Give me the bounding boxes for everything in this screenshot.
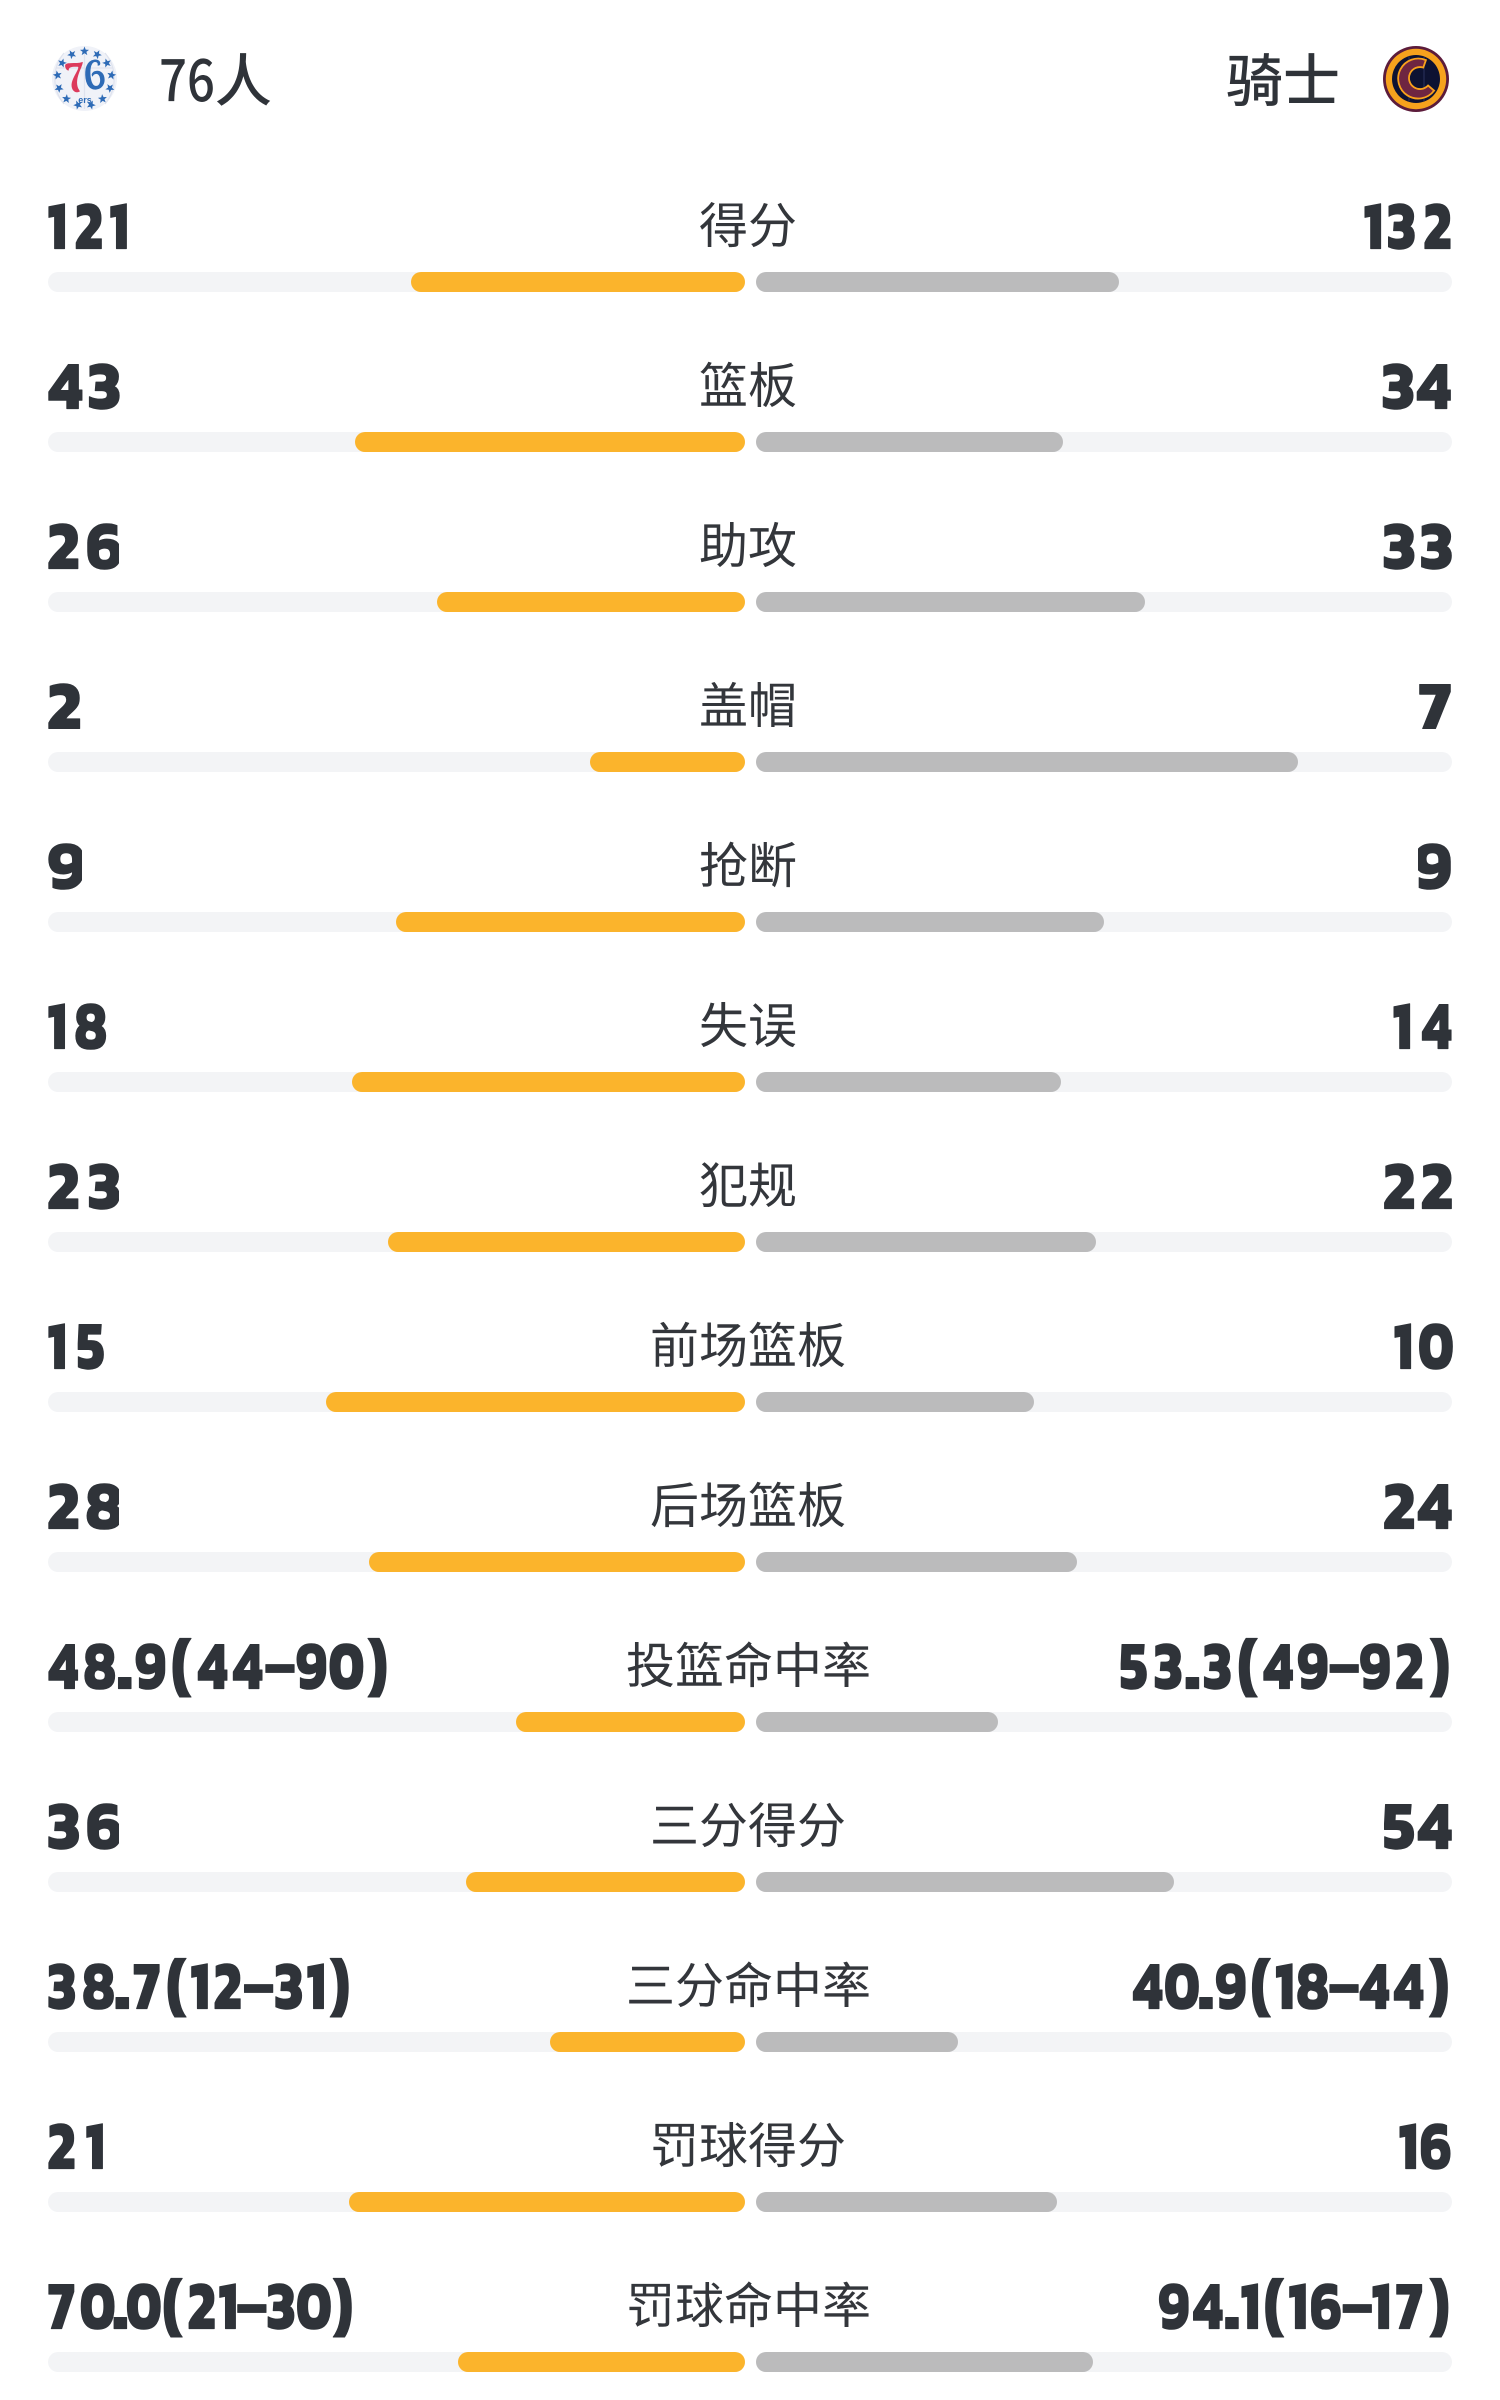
- svg-text:ers: ers: [78, 95, 92, 105]
